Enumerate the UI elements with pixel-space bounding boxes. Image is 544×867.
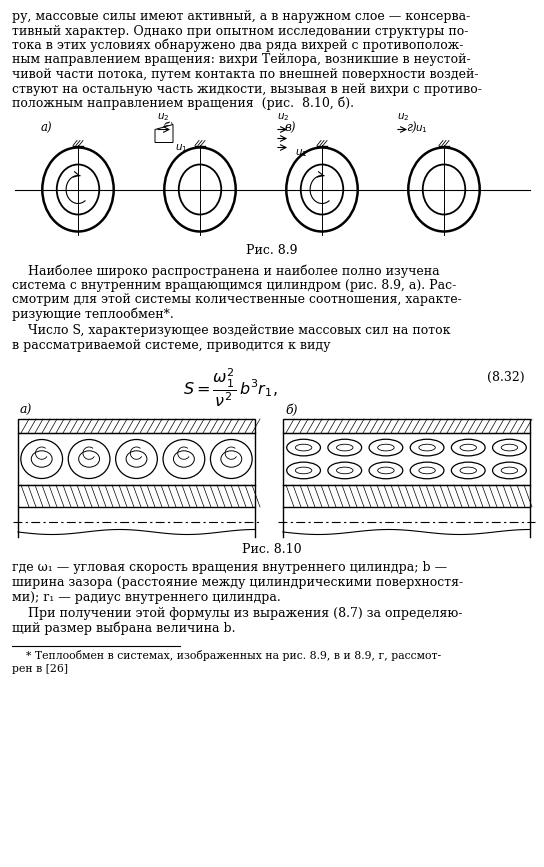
Text: $u_2$: $u_2$ (397, 111, 410, 122)
Text: ствуют на остальную часть жидкости, вызывая в ней вихри с противо-: ствуют на остальную часть жидкости, вызы… (12, 82, 482, 95)
Text: ру, массовые силы имеют активный, а в наружном слое — консерва-: ру, массовые силы имеют активный, а в на… (12, 10, 470, 23)
Text: система с внутренним вращающимся цилиндром (рис. 8.9, а). Рас-: система с внутренним вращающимся цилиндр… (12, 278, 456, 291)
Text: тока в этих условиях обнаружено два ряда вихрей с противополож-: тока в этих условиях обнаружено два ряда… (12, 39, 463, 53)
Text: а): а) (40, 121, 52, 134)
Text: $u_1$: $u_1$ (295, 147, 307, 160)
Text: чивой части потока, путем контакта по внешней поверхности воздей-: чивой части потока, путем контакта по вн… (12, 68, 479, 81)
Text: $u_2$: $u_2$ (157, 111, 169, 122)
Bar (18, 485, 255, 507)
Text: (8.32): (8.32) (487, 371, 525, 384)
Text: При получении этой формулы из выражения (8.7) за определяю-: При получении этой формулы из выражения … (12, 607, 462, 620)
Bar (283, 485, 530, 507)
Text: $S = \dfrac{\omega_1^2}{\nu^2}\, b^3 r_1,$: $S = \dfrac{\omega_1^2}{\nu^2}\, b^3 r_1… (183, 366, 277, 409)
Bar (18, 419, 255, 433)
Text: щий размер выбрана величина b.: щий размер выбрана величина b. (12, 622, 236, 635)
Bar (283, 419, 530, 433)
Text: где ω₁ — угловая скорость вращения внутреннего цилиндра; b —: где ω₁ — угловая скорость вращения внутр… (12, 562, 447, 575)
Text: Рис. 8.10: Рис. 8.10 (242, 543, 302, 556)
Text: Наиболее широко распространена и наиболее полно изучена: Наиболее широко распространена и наиболе… (12, 264, 440, 277)
Text: $u_1$: $u_1$ (415, 124, 428, 135)
Text: б): б) (162, 121, 174, 134)
Text: $u_2$: $u_2$ (277, 111, 289, 122)
Text: а): а) (20, 404, 33, 417)
Text: смотрим для этой системы количественные соотношения, характе-: смотрим для этой системы количественные … (12, 293, 462, 306)
Text: * Теплообмен в системах, изображенных на рис. 8.9, в и 8.9, г, рассмот-: * Теплообмен в системах, изображенных на… (12, 650, 441, 661)
Text: Рис. 8.9: Рис. 8.9 (246, 244, 298, 257)
Text: положным направлением вращения  (рис.  8.10, б).: положным направлением вращения (рис. 8.1… (12, 97, 354, 110)
Text: г): г) (406, 121, 417, 134)
Text: б): б) (285, 404, 298, 417)
Text: ным направлением вращения: вихри Тейлора, возникшие в неустой-: ным направлением вращения: вихри Тейлора… (12, 54, 471, 67)
Text: ширина зазора (расстояние между цилиндрическими поверхностя-: ширина зазора (расстояние между цилиндри… (12, 576, 463, 589)
Text: в рассматриваемой системе, приводится к виду: в рассматриваемой системе, приводится к … (12, 338, 331, 351)
Text: тивный характер. Однако при опытном исследовании структуры по-: тивный характер. Однако при опытном иссл… (12, 24, 468, 37)
Text: Число S, характеризующее воздействие массовых сил на поток: Число S, характеризующее воздействие мас… (12, 324, 450, 337)
Text: в): в) (285, 121, 296, 134)
Text: $u_1$: $u_1$ (175, 142, 188, 154)
Text: ризующие теплообмен*.: ризующие теплообмен*. (12, 308, 174, 321)
Polygon shape (155, 125, 173, 142)
Text: рен в [26]: рен в [26] (12, 663, 68, 674)
Text: ми); r₁ — радиус внутреннего цилиндра.: ми); r₁ — радиус внутреннего цилиндра. (12, 590, 281, 603)
